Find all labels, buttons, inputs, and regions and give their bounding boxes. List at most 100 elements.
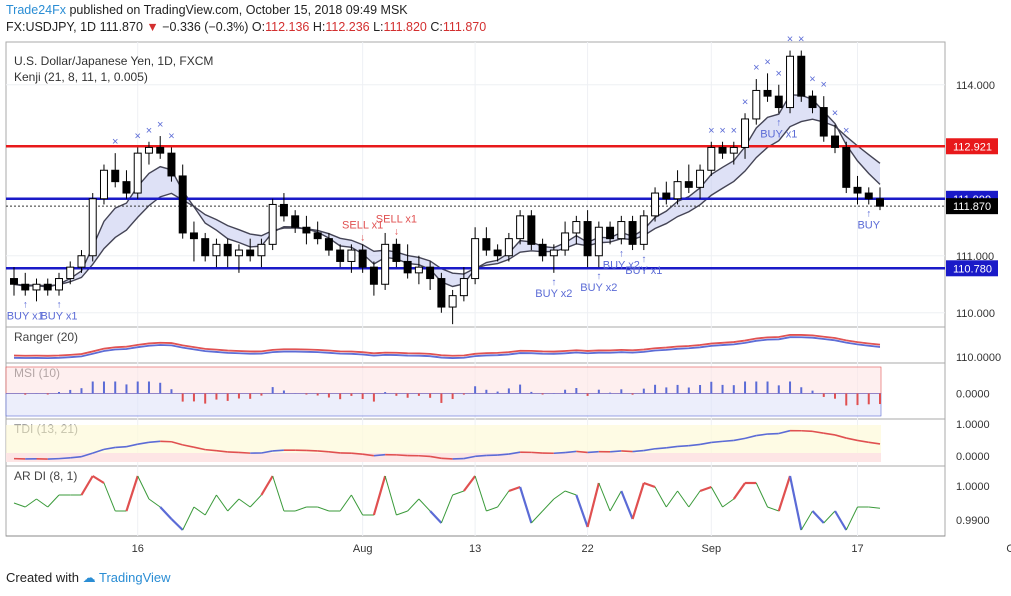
- y-tick-label: 1.0000: [956, 419, 990, 431]
- candle: [718, 146, 727, 154]
- candle: [707, 146, 716, 171]
- candle: [808, 95, 817, 109]
- candle: [617, 221, 626, 240]
- ranger-line: [13, 336, 881, 359]
- candle: [268, 203, 277, 245]
- candle: [234, 249, 243, 257]
- tdi-line: [778, 429, 791, 435]
- x-tick-label: Sep: [702, 543, 722, 555]
- cross-marker-icon: ×: [731, 125, 737, 137]
- candle: [538, 243, 547, 257]
- ardi-line: [845, 506, 858, 531]
- created-with: Created with: [6, 570, 79, 585]
- cross-marker-icon: ×: [764, 56, 770, 68]
- candle: [167, 152, 176, 177]
- candle: [99, 169, 108, 200]
- change: −0.336 (−0.3%): [162, 20, 249, 34]
- tradingview-link[interactable]: TradingView: [99, 570, 171, 585]
- candle: [144, 146, 153, 154]
- brand-name[interactable]: Trade24Fx: [6, 3, 66, 17]
- tdi-line: [655, 447, 667, 450]
- ardi-line: [598, 482, 611, 512]
- ardi-line: [553, 490, 566, 500]
- x-tick-label: Oct: [1006, 543, 1011, 555]
- tdi-line: [722, 439, 734, 443]
- candle: [594, 226, 603, 257]
- candle: [673, 181, 682, 200]
- ardi-line: [295, 506, 307, 512]
- published-text: published on TradingView.com, October 15…: [65, 3, 408, 17]
- candle: [819, 107, 828, 137]
- candle: [302, 226, 311, 234]
- candle: [66, 266, 75, 280]
- candle: [752, 89, 761, 120]
- candle: [88, 198, 97, 257]
- open-value: 112.136: [265, 20, 310, 34]
- ardi-line: [418, 498, 431, 512]
- candle: [504, 238, 513, 257]
- candle: [201, 238, 210, 257]
- candle: [279, 203, 288, 217]
- kenji-band: [14, 94, 880, 287]
- cross-marker-icon: ×: [821, 79, 827, 91]
- candle: [77, 255, 86, 268]
- ardi-line: [654, 486, 667, 508]
- candle: [43, 283, 52, 291]
- cross-marker-icon: ×: [134, 130, 140, 142]
- candle: [414, 266, 423, 274]
- ardi-line: [732, 482, 746, 500]
- chart-title: U.S. Dollar/Japanese Yen, 1D, FXCM: [14, 54, 213, 68]
- ardi-line: [125, 475, 139, 512]
- candle: [133, 152, 142, 194]
- ardi-line: [429, 510, 443, 524]
- signal-label: BUY x2: [535, 288, 572, 300]
- y-tick-label: 114.000: [956, 80, 995, 92]
- tdi-line: [396, 454, 408, 457]
- tdi-line: [429, 455, 442, 460]
- candle: [324, 238, 333, 251]
- ardi-line: [688, 490, 701, 508]
- x-tick-label: 16: [132, 543, 144, 555]
- tdi-line: [632, 449, 644, 453]
- candle: [212, 243, 221, 257]
- tdi-line: [812, 430, 824, 434]
- y-tick-label: 110.000: [956, 308, 995, 320]
- ardi-line: [36, 498, 49, 508]
- ardi-line: [170, 518, 184, 531]
- tdi-line: [171, 440, 183, 446]
- y-tick-label: 1.0000: [956, 481, 990, 493]
- ardi-line: [384, 475, 397, 516]
- candle: [21, 283, 30, 291]
- candle: [246, 249, 255, 257]
- candle: [493, 249, 502, 257]
- tdi-line: [846, 437, 858, 442]
- cross-marker-icon: ×: [157, 119, 163, 131]
- candle: [223, 243, 232, 257]
- ardi-line: [249, 494, 262, 508]
- candle: [437, 278, 446, 308]
- ranger-line: [13, 337, 881, 360]
- ardi-line: [159, 506, 173, 520]
- candle: [471, 238, 480, 280]
- tdi-line: [115, 445, 127, 449]
- tdi-line: [666, 445, 678, 449]
- level-badge: [946, 138, 998, 155]
- pane-label: Ranger (20): [14, 330, 78, 344]
- candle: [482, 238, 491, 251]
- open-label: O:: [251, 20, 266, 34]
- high-label: H:: [312, 20, 326, 34]
- candle: [639, 215, 648, 245]
- cross-marker-icon: ×: [168, 130, 174, 142]
- tdi-line: [205, 448, 217, 452]
- candle: [662, 192, 671, 200]
- candle: [864, 192, 873, 200]
- tdi-line: [272, 449, 284, 452]
- candle: [549, 249, 558, 257]
- ardi-line: [677, 490, 690, 508]
- y-tick-label: 111.000: [956, 251, 994, 263]
- tdi-line: [362, 453, 375, 457]
- signal-label: BUY x1: [625, 265, 662, 277]
- ardi-line: [868, 506, 881, 509]
- ardi-line: [216, 494, 229, 512]
